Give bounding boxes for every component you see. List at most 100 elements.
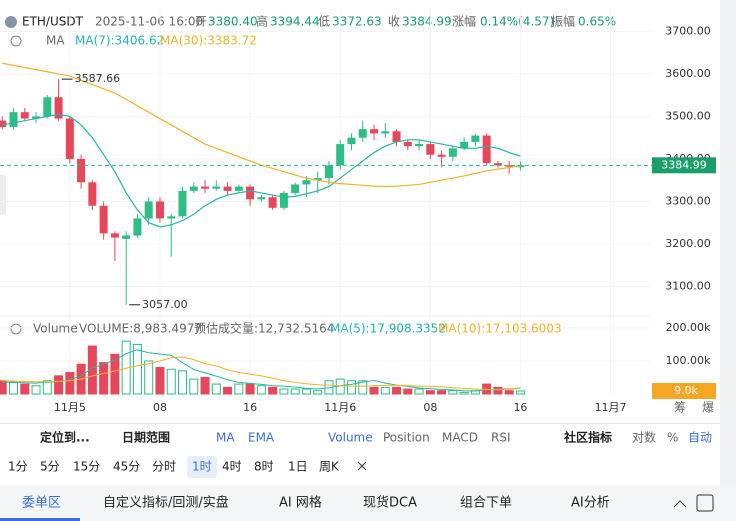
field-label: 开 [195, 15, 207, 29]
indicator-toggle[interactable]: RSI [491, 431, 511, 445]
candle-body [110, 233, 119, 238]
candle-body [77, 158, 86, 183]
indicator-toggle[interactable]: MA [216, 431, 235, 445]
candle-body [0, 120, 7, 128]
option-toggle[interactable]: % [667, 431, 678, 445]
volume-bar [54, 375, 64, 395]
volume-bar [132, 343, 142, 395]
candle-body [347, 137, 356, 145]
x-tick-label: 16 [243, 401, 257, 414]
volume-bar [200, 376, 210, 395]
side-button[interactable]: 筹 [674, 401, 686, 415]
legend-entry: MA(10):17,103.6003 [438, 322, 562, 336]
collapse-icon[interactable] [673, 500, 687, 508]
candle-body [257, 197, 266, 200]
volume-bar [380, 386, 390, 395]
eye-icon[interactable] [10, 35, 22, 47]
volume-ma-line [2, 349, 521, 392]
interval-button[interactable]: 8时 [254, 460, 274, 474]
field-label: 高 [256, 14, 268, 29]
selected-interval[interactable] [187, 456, 217, 478]
bottom-tab[interactable]: 委单区 [22, 496, 61, 511]
option-toggle[interactable]: 对数 [632, 430, 656, 445]
candle-body [505, 165, 514, 167]
expand-icon[interactable] [696, 494, 714, 512]
volume-bar [189, 378, 199, 395]
field-value: 3372.63 [332, 15, 382, 29]
candle-body [302, 180, 311, 185]
candle-body [482, 135, 491, 164]
candle-body [201, 186, 210, 189]
interval-button[interactable]: 周K [319, 460, 340, 474]
bottom-tab[interactable]: 组合下单 [460, 496, 512, 511]
volume-bar [211, 383, 221, 395]
volume-bar [403, 388, 413, 395]
volume-bar [369, 386, 379, 395]
x-tick-label: 08 [423, 401, 437, 414]
indicator-toggle[interactable]: MACD [442, 431, 478, 445]
interval-button[interactable]: 15分 [73, 460, 100, 474]
field-label: 低 [318, 15, 330, 29]
y-tick-label: 200.00k [666, 321, 711, 334]
field-label: 收 [388, 15, 400, 29]
locate-button[interactable]: 定位到... [40, 430, 90, 445]
close-icon[interactable] [357, 461, 367, 471]
volume-bar [493, 386, 503, 395]
volume-bar [504, 390, 514, 395]
option-toggle[interactable]: 自动 [688, 431, 712, 445]
candle-body [189, 186, 198, 191]
interval-button[interactable]: 分时 [152, 460, 176, 474]
candle-body [403, 141, 412, 147]
volume-estimate: 预估成交量:12,732.5164 [194, 321, 334, 336]
volume-bar [166, 368, 176, 395]
volume-bar [256, 385, 266, 395]
indicator-toggle[interactable]: EMA [248, 431, 275, 445]
legend-entry: MA(30):3383.72 [160, 34, 257, 48]
side-button[interactable]: 爆 [702, 401, 714, 415]
left-handle [0, 175, 6, 215]
candle-body [471, 135, 480, 142]
interval-button[interactable]: 1分 [8, 460, 28, 474]
active-tab-underline [0, 518, 80, 521]
volume-bar [234, 383, 244, 395]
field-label: 涨幅 [452, 14, 476, 29]
field-value: 3380.40 [208, 15, 258, 29]
interval-button[interactable]: 45分 [113, 460, 140, 474]
candle-body [99, 205, 108, 234]
ma-line [2, 113, 521, 228]
candle-body [65, 118, 74, 159]
pair: ETH/USDT [22, 15, 84, 29]
volume-bar [87, 345, 97, 395]
x-tick-label: 16 [513, 401, 527, 414]
interval-button[interactable]: 1时 [192, 460, 212, 474]
volume-bar [144, 360, 154, 395]
candle-body [32, 116, 41, 119]
interval-button[interactable]: 1日 [288, 460, 308, 474]
bottom-tab[interactable]: AI 网格 [279, 495, 322, 511]
candle-body [313, 178, 322, 181]
interval-button[interactable]: 4时 [222, 460, 242, 474]
candle-body [437, 154, 446, 157]
y-tick-label: 3300.00 [665, 194, 711, 207]
field-value: 3384.99 [402, 15, 452, 29]
candle-body [212, 186, 221, 189]
range-button[interactable]: 日期范围 [122, 430, 170, 445]
candle-body [493, 163, 502, 166]
volume-bar [42, 380, 52, 395]
eye-icon[interactable] [10, 323, 22, 335]
x-tick-label: 11月6 [324, 401, 356, 414]
bottom-tab[interactable]: 现货DCA [363, 495, 417, 511]
indicator-toggle[interactable]: Position [383, 431, 430, 445]
interval-button[interactable]: 5分 [40, 460, 60, 474]
indicator-toggle[interactable]: Volume [328, 431, 373, 445]
candle-body [291, 184, 300, 193]
community-button[interactable]: 社区指标 [563, 430, 612, 445]
field-label: 振幅 [551, 14, 575, 29]
bottom-tab[interactable]: 自定义指标/回测/实盘 [103, 495, 229, 511]
legend-entry: MA(7):3406.62 [75, 34, 164, 48]
bottom-tab[interactable]: AI分析 [571, 496, 610, 511]
volume-bar [313, 390, 323, 395]
high-annotation: 3587.66 [75, 72, 121, 85]
candle-body [381, 131, 390, 134]
volume-tag-label: 9.0k [674, 384, 698, 397]
